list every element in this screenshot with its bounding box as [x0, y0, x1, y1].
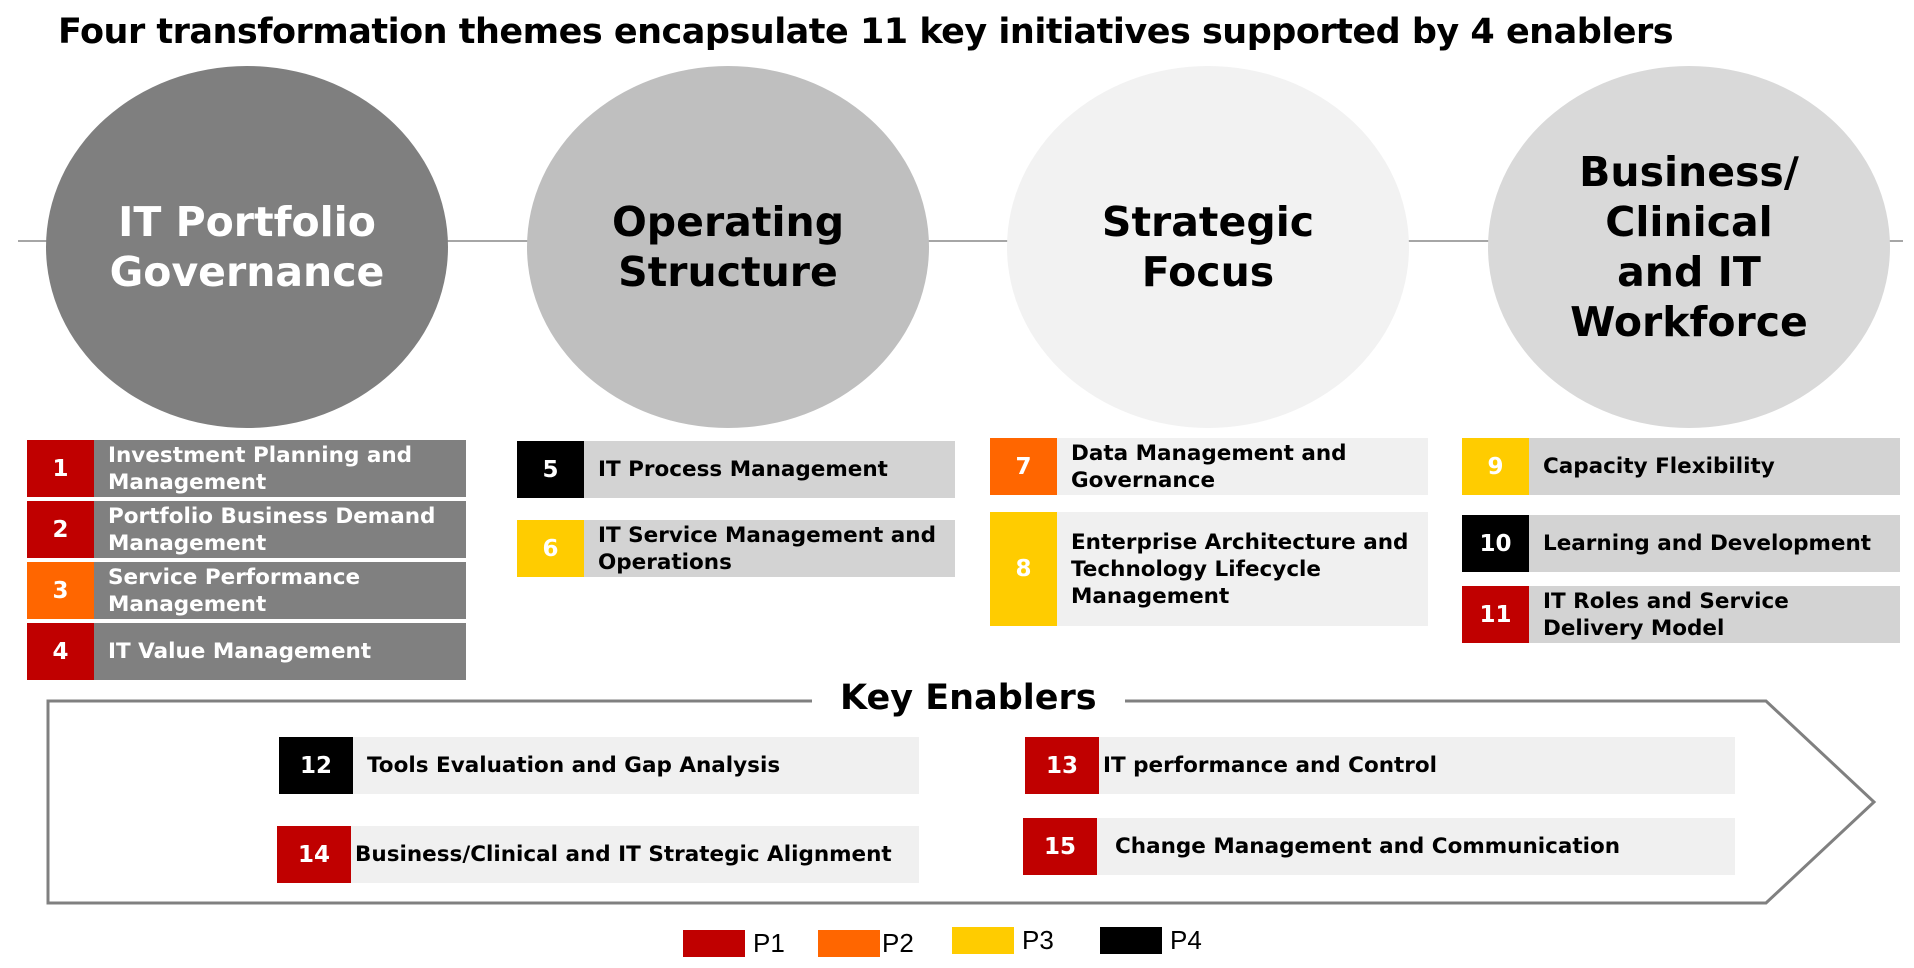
- initiative-5: 5 IT Process Management: [517, 441, 955, 498]
- enabler-number-badge: 15: [1023, 818, 1097, 875]
- enabler-number-badge: 14: [277, 826, 351, 883]
- initiative-4: 4 IT Value Management: [27, 623, 466, 680]
- initiative-label: Learning and Development: [1529, 515, 1900, 572]
- initiative-label: Enterprise Architecture and Technology L…: [1057, 512, 1428, 626]
- theme-circle-strategic-focus: Strategic Focus: [1007, 66, 1409, 428]
- theme-label-line: and IT: [1617, 248, 1761, 296]
- initiative-6: 6 IT Service Management and Operations: [517, 520, 955, 577]
- legend-swatch: [818, 930, 880, 957]
- legend-label: P2: [882, 928, 914, 958]
- legend-label: P4: [1170, 925, 1202, 955]
- legend-item-p1: P1: [683, 928, 785, 959]
- initiative-11: 11 IT Roles and Service Delivery Model: [1462, 586, 1900, 643]
- initiative-label: Investment Planning and Management: [94, 440, 466, 497]
- legend-label: P3: [1022, 925, 1054, 955]
- initiative-label: IT Roles and Service Delivery Model: [1529, 586, 1900, 643]
- theme-label-line: Strategic: [1101, 198, 1315, 246]
- theme-label-line: Operating: [611, 198, 845, 246]
- initiative-3: 3 Service Performance Management: [27, 562, 466, 619]
- initiative-number-badge: 6: [517, 520, 584, 577]
- enabler-label: Tools Evaluation and Gap Analysis: [353, 737, 919, 794]
- legend-item-p2: P2: [818, 928, 914, 959]
- initiative-label: IT Service Management and Operations: [584, 520, 955, 577]
- initiative-10: 10 Learning and Development: [1462, 515, 1900, 572]
- initiative-number-badge: 11: [1462, 586, 1529, 643]
- initiative-number-badge: 4: [27, 623, 94, 680]
- enabler-label: IT performance and Control: [1099, 737, 1735, 794]
- theme-label-line: Structure: [618, 248, 838, 296]
- enabler-label: Business/Clinical and IT Strategic Align…: [351, 826, 919, 883]
- theme-circle-operating-structure: Operating Structure: [527, 66, 929, 428]
- initiative-number-badge: 3: [27, 562, 94, 619]
- legend-swatch: [952, 927, 1014, 954]
- key-enablers-arrow-frame: [46, 699, 1877, 905]
- initiative-number-badge: 7: [990, 438, 1057, 495]
- initiative-number-badge: 10: [1462, 515, 1529, 572]
- enabler-13: 13 IT performance and Control: [1025, 737, 1735, 794]
- theme-label-line: Workforce: [1570, 298, 1808, 346]
- initiative-number-badge: 2: [27, 501, 94, 558]
- enabler-14: 14 Business/Clinical and IT Strategic Al…: [277, 826, 919, 883]
- theme-label-line: Focus: [1141, 248, 1275, 296]
- initiative-8: 8 Enterprise Architecture and Technology…: [990, 512, 1428, 626]
- enabler-12: 12 Tools Evaluation and Gap Analysis: [279, 737, 919, 794]
- enabler-label: Change Management and Communication: [1097, 818, 1735, 875]
- legend-swatch: [683, 930, 745, 957]
- initiative-9: 9 Capacity Flexibility: [1462, 438, 1900, 495]
- initiative-number-badge: 9: [1462, 438, 1529, 495]
- initiative-label: IT Value Management: [94, 623, 466, 680]
- enabler-number-badge: 12: [279, 737, 353, 794]
- theme-circle-business-clinical-it-workforce: Business/ Clinical and IT Workforce: [1488, 66, 1890, 428]
- initiative-2: 2 Portfolio Business Demand Management: [27, 501, 466, 558]
- theme-label-line: Clinical: [1605, 198, 1773, 246]
- legend-item-p4: P4: [1100, 925, 1202, 956]
- key-enablers-title: Key Enablers: [812, 678, 1125, 718]
- theme-label-line: IT Portfolio: [118, 198, 376, 246]
- enabler-number-badge: 13: [1025, 737, 1099, 794]
- initiative-1: 1 Investment Planning and Management: [27, 440, 466, 497]
- enabler-15: 15 Change Management and Communication: [1023, 818, 1735, 875]
- initiative-label: Service Performance Management: [94, 562, 466, 619]
- legend-label: P1: [753, 928, 785, 958]
- legend-swatch: [1100, 927, 1162, 954]
- initiative-number-badge: 1: [27, 440, 94, 497]
- legend-item-p3: P3: [952, 925, 1054, 956]
- theme-label-line: Governance: [109, 248, 385, 296]
- initiative-number-badge: 5: [517, 441, 584, 498]
- theme-connector-line: [18, 240, 1903, 242]
- initiative-number-badge: 8: [990, 512, 1057, 626]
- initiative-label: Capacity Flexibility: [1529, 438, 1900, 495]
- initiative-label: Data Management and Governance: [1057, 438, 1428, 495]
- page-title: Four transformation themes encapsulate 1…: [58, 12, 1674, 52]
- initiative-label: Portfolio Business Demand Management: [94, 501, 466, 558]
- initiative-7: 7 Data Management and Governance: [990, 438, 1428, 495]
- theme-label-line: Business/: [1579, 148, 1799, 196]
- theme-circle-it-portfolio-governance: IT Portfolio Governance: [46, 66, 448, 428]
- initiative-label: IT Process Management: [584, 441, 955, 498]
